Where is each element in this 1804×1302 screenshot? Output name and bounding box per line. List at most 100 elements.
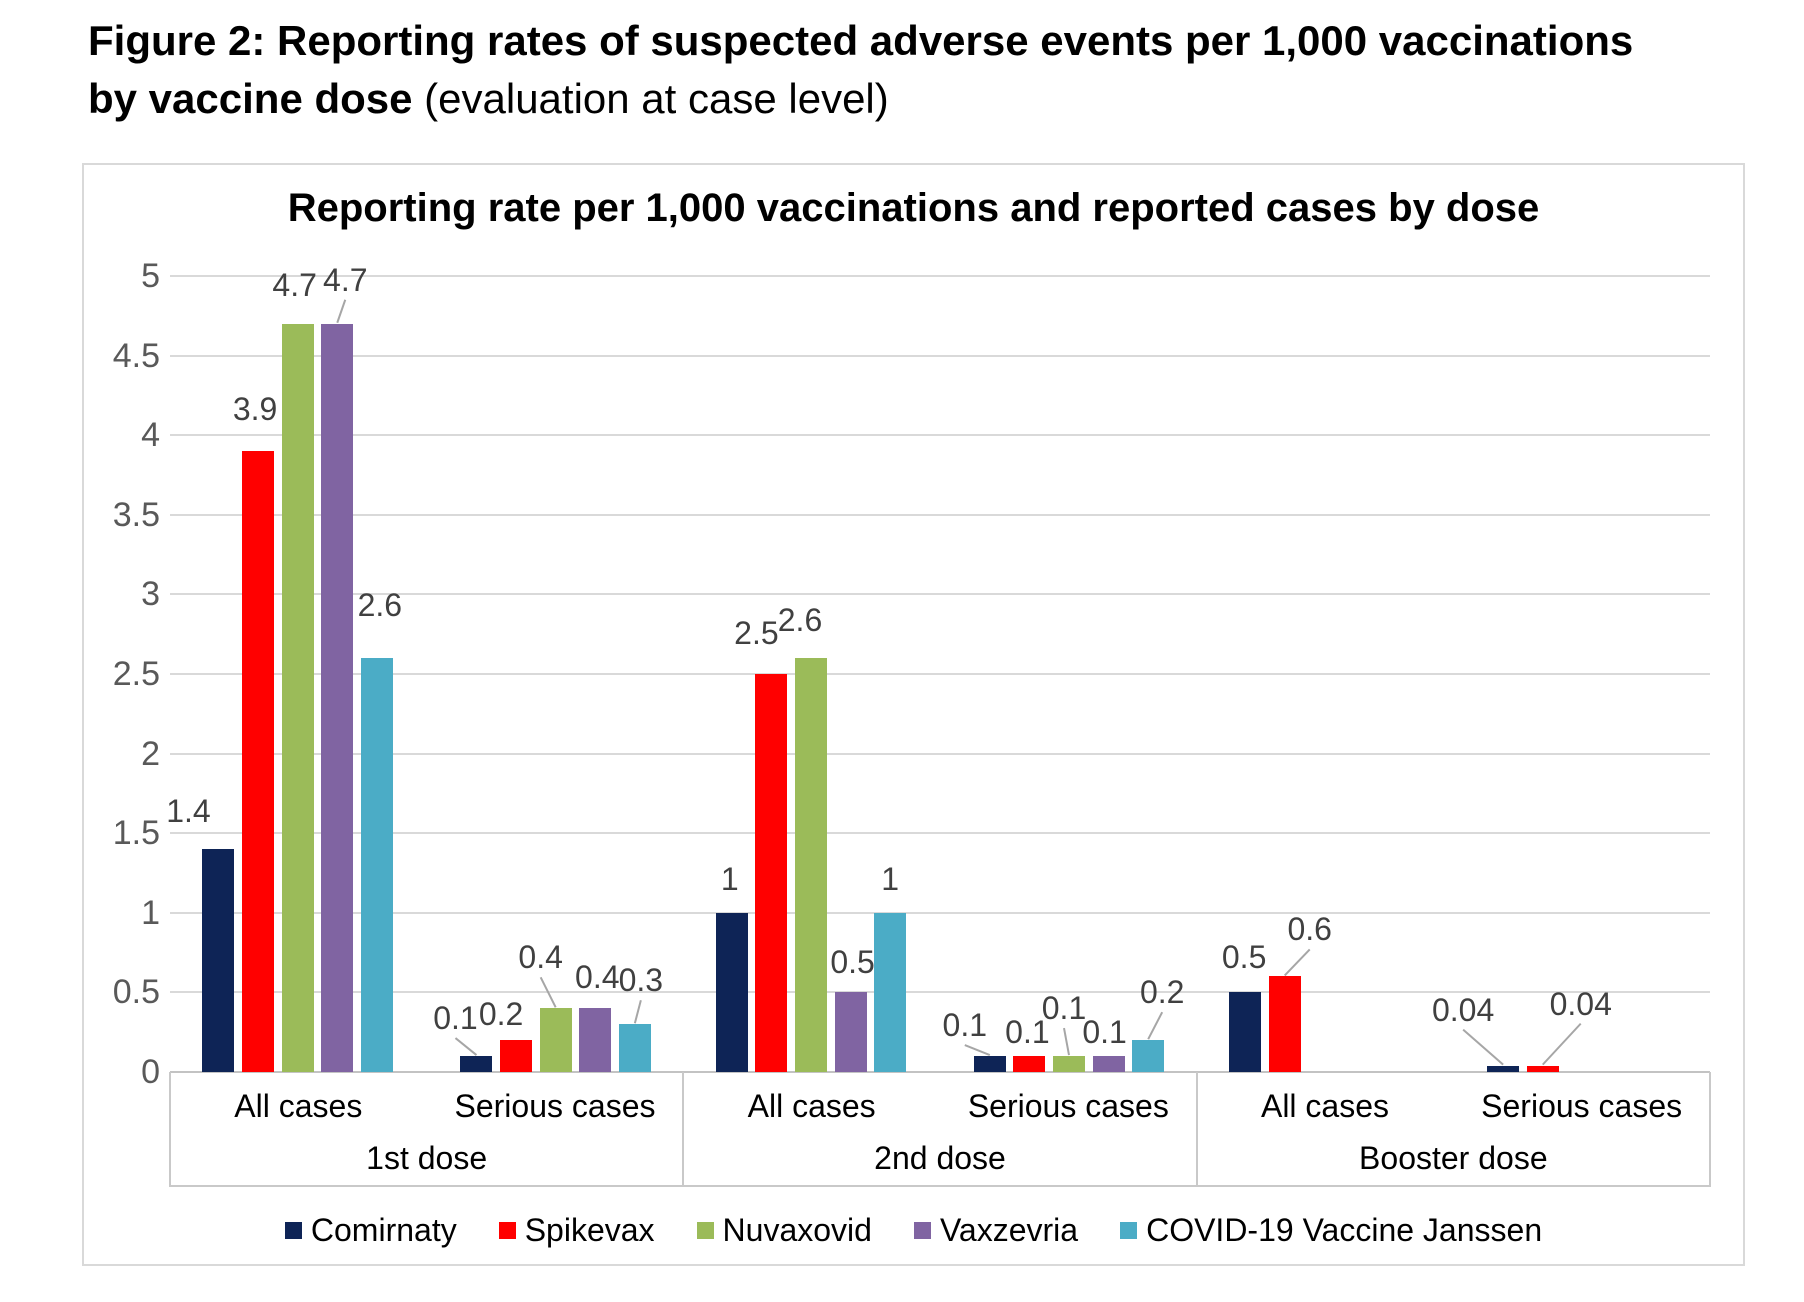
bar-comirnaty-1st-dose-Serious-cases xyxy=(460,1056,493,1072)
data-label: 0.04 xyxy=(1431,991,1495,1028)
data-label: 1 xyxy=(720,860,739,897)
dose-group-separator-2 xyxy=(1195,1072,1198,1187)
bar-nuvaxovid-2nd-dose-Serious-cases xyxy=(1053,1056,1085,1072)
y-axis-tick-0: 0 xyxy=(141,1053,160,1091)
legend-swatch-icon xyxy=(696,1221,714,1239)
data-label: 0.6 xyxy=(1287,911,1332,948)
bar-nuvaxovid-1st-dose-Serious-cases xyxy=(539,1008,572,1072)
legend-swatch-icon xyxy=(284,1221,302,1239)
bar-covid-19-vaccine-janssen-2nd-dose-All-cases xyxy=(874,912,907,1072)
data-label: 0.5 xyxy=(830,944,875,981)
data-label: 0.04 xyxy=(1549,985,1612,1022)
gridline-0.5 xyxy=(170,991,1710,994)
dose-group-separator-0 xyxy=(169,1072,171,1187)
data-label: 3.9 xyxy=(232,391,278,428)
bar-spikevax-Booster-dose-Serious-cases xyxy=(1526,1065,1559,1072)
category-label-Serious-cases: Serious cases xyxy=(967,1088,1169,1124)
gridline-4 xyxy=(170,434,1710,437)
legend-label: Spikevax xyxy=(524,1211,655,1248)
data-label: 0.3 xyxy=(618,962,664,999)
data-label: 0.1 xyxy=(1005,1014,1050,1051)
data-label: 2.6 xyxy=(777,602,823,639)
chart-frame xyxy=(82,163,1745,1266)
y-axis-tick-3.5: 3.5 xyxy=(112,495,160,534)
legend-item-covid-19-vaccine-janssen: COVID-19 Vaccine Janssen xyxy=(1120,1212,1542,1249)
data-label: 0.1 xyxy=(1041,990,1087,1027)
bar-covid-19-vaccine-janssen-1st-dose-Serious-cases xyxy=(618,1024,651,1072)
legend-label: Vaxzevria xyxy=(939,1211,1079,1248)
data-label: 0.1 xyxy=(942,1007,988,1044)
chart-title: Reporting rate per 1,000 vaccinations an… xyxy=(287,186,1540,230)
data-label: 4.7 xyxy=(272,266,317,303)
legend-item-vaxzevria: Vaxzevria xyxy=(913,1211,1079,1249)
data-label: 4.7 xyxy=(323,261,368,298)
bar-spikevax-1st-dose-Serious-cases xyxy=(500,1040,533,1072)
y-axis-tick-4.5: 4.5 xyxy=(112,336,160,375)
legend-swatch-icon xyxy=(498,1221,516,1239)
y-axis-tick-2: 2 xyxy=(141,734,160,773)
category-label-Serious-cases: Serious cases xyxy=(1481,1088,1683,1124)
bar-comirnaty-Booster-dose-Serious-cases xyxy=(1487,1065,1520,1072)
bar-comirnaty-Booster-dose-All-cases xyxy=(1229,992,1262,1072)
bar-comirnaty-1st-dose-All-cases xyxy=(202,849,235,1072)
y-axis-tick-1: 1 xyxy=(141,893,160,932)
legend-swatch-icon xyxy=(1120,1221,1138,1239)
dose-group-separator-1 xyxy=(682,1072,685,1187)
legend-label: Comirnaty xyxy=(310,1211,457,1248)
data-label: 0.5 xyxy=(1221,939,1267,976)
bar-covid-19-vaccine-janssen-2nd-dose-Serious-cases xyxy=(1132,1040,1165,1072)
legend-label: COVID-19 Vaccine Janssen xyxy=(1146,1211,1543,1248)
bar-vaxzevria-1st-dose-Serious-cases xyxy=(579,1008,612,1072)
data-label: 0.1 xyxy=(1082,1014,1127,1051)
bar-vaxzevria-1st-dose-All-cases xyxy=(321,323,354,1072)
legend-item-spikevax: Spikevax xyxy=(498,1211,655,1249)
data-label: 0.4 xyxy=(518,939,563,976)
data-label: 1.4 xyxy=(166,793,211,830)
gridline-2 xyxy=(170,752,1710,755)
legend-item-nuvaxovid: Nuvaxovid xyxy=(696,1211,872,1249)
figure-caption-regular: (evaluation at case level) xyxy=(412,75,889,122)
bar-vaxzevria-2nd-dose-All-cases xyxy=(834,992,867,1072)
data-label: 0.4 xyxy=(575,959,620,996)
gridline-4.5 xyxy=(170,354,1710,357)
y-axis-tick-2.5: 2.5 xyxy=(112,655,160,693)
bar-spikevax-2nd-dose-All-cases xyxy=(755,674,788,1072)
bar-vaxzevria-2nd-dose-Serious-cases xyxy=(1092,1056,1125,1072)
data-label: 0.2 xyxy=(478,996,524,1033)
gridline-1 xyxy=(170,911,1710,914)
y-axis-tick-1.5: 1.5 xyxy=(112,814,160,853)
gridline-3 xyxy=(170,593,1710,596)
category-label-All-cases: All cases xyxy=(747,1088,876,1124)
category-box-bottom-line xyxy=(170,1185,1710,1187)
bar-nuvaxovid-2nd-dose-All-cases xyxy=(795,658,827,1072)
category-label-Serious-cases: Serious cases xyxy=(454,1088,656,1124)
data-label: 1 xyxy=(881,860,900,897)
figure-caption: Figure 2: Reporting rates of suspected a… xyxy=(88,12,1648,128)
dose-label-1st-dose: 1st dose xyxy=(366,1140,488,1176)
gridline-1.5 xyxy=(170,832,1710,835)
y-axis-tick-5: 5 xyxy=(141,257,160,295)
legend-label: Nuvaxovid xyxy=(722,1211,872,1248)
dose-label-Booster-dose: Booster dose xyxy=(1359,1140,1548,1176)
legend-swatch-icon xyxy=(913,1221,931,1239)
data-label: 2.6 xyxy=(357,587,403,624)
dose-group-separator-3 xyxy=(1709,1072,1711,1187)
gridline-2.5 xyxy=(170,673,1710,675)
dose-label-2nd-dose: 2nd dose xyxy=(874,1140,1006,1176)
bar-covid-19-vaccine-janssen-1st-dose-All-cases xyxy=(360,658,393,1072)
gridline-5 xyxy=(170,275,1710,277)
y-axis-tick-3: 3 xyxy=(141,575,160,614)
legend: Comirnaty Spikevax Nuvaxovid Vaxzevria COVID… xyxy=(82,1206,1745,1254)
bar-nuvaxovid-1st-dose-All-cases xyxy=(281,323,314,1072)
category-label-All-cases: All cases xyxy=(1260,1088,1390,1124)
x-axis-baseline xyxy=(170,1071,1710,1073)
gridline-3.5 xyxy=(170,513,1710,516)
y-axis-tick-0.5: 0.5 xyxy=(112,973,160,1012)
bar-comirnaty-2nd-dose-All-cases xyxy=(715,912,748,1072)
category-label-All-cases: All cases xyxy=(234,1088,363,1124)
bar-spikevax-2nd-dose-Serious-cases xyxy=(1013,1056,1046,1072)
data-label: 0.1 xyxy=(433,1000,478,1037)
legend-item-comirnaty: Comirnaty xyxy=(284,1211,457,1249)
data-label: 0.2 xyxy=(1139,974,1185,1011)
